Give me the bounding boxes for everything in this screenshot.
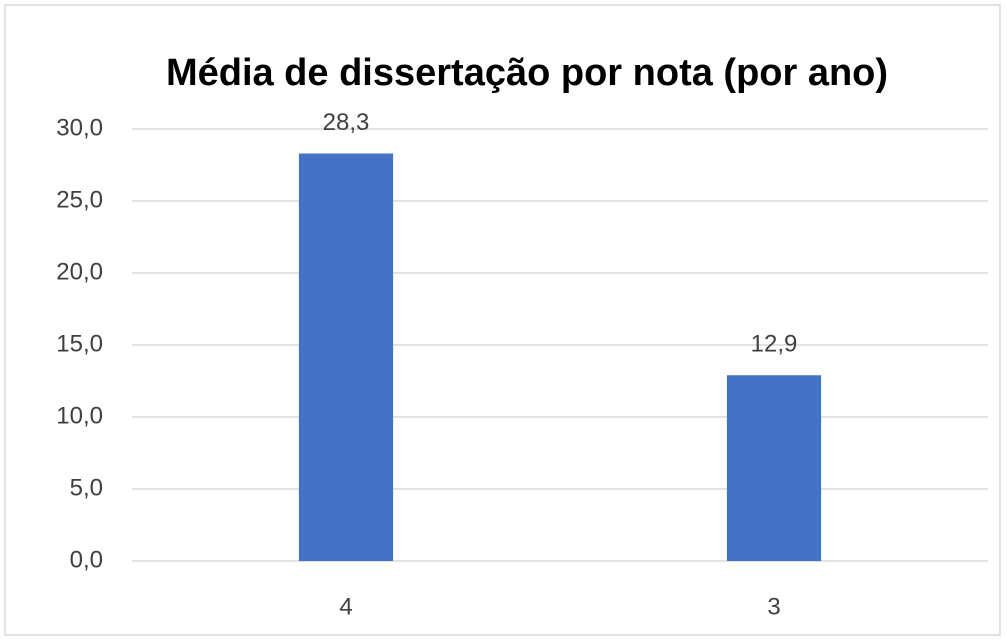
y-tick-label: 25,0 (56, 186, 103, 213)
y-tick-label: 0,0 (70, 546, 103, 573)
bar (726, 375, 822, 561)
chart-border (4, 4, 1001, 636)
y-tick-label: 30,0 (56, 114, 103, 141)
data-label: 28,3 (323, 109, 370, 136)
chart-title: Média de dissertação por nota (por ano) (166, 52, 888, 94)
x-tick-label: 3 (767, 593, 780, 620)
data-label: 12,9 (751, 331, 798, 358)
bar (298, 153, 394, 562)
y-tick-label: 15,0 (56, 330, 103, 357)
y-tick-label: 10,0 (56, 402, 103, 429)
x-tick-label: 4 (339, 593, 352, 620)
y-tick-label: 20,0 (56, 258, 103, 285)
y-tick-label: 5,0 (70, 474, 103, 501)
